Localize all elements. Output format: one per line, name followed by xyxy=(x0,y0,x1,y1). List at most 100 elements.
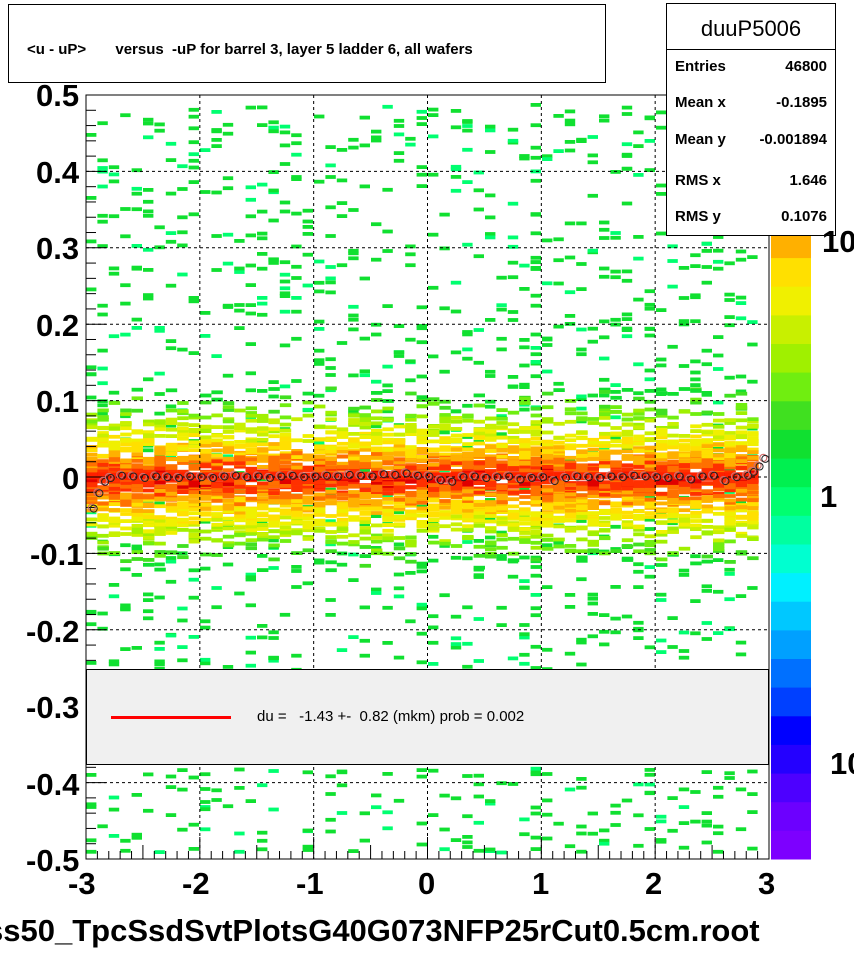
heatmap-cell xyxy=(610,472,622,480)
heatmap-cell xyxy=(428,507,440,512)
heatmap-cell xyxy=(553,258,564,263)
heatmap-cell xyxy=(587,491,599,495)
heatmap-cell xyxy=(348,444,360,449)
heatmap-cell xyxy=(530,406,542,411)
heatmap-cell xyxy=(701,559,713,564)
heatmap-cell xyxy=(211,129,222,134)
heatmap-cell xyxy=(268,535,280,540)
heatmap-cell xyxy=(302,528,314,533)
heatmap-cell xyxy=(542,444,554,449)
heatmap-cell xyxy=(405,469,417,473)
heatmap-cell xyxy=(245,514,257,519)
heatmap-cell xyxy=(393,472,406,480)
heatmap-cell xyxy=(382,418,394,422)
heatmap-cell xyxy=(211,461,223,466)
heatmap-cell xyxy=(245,575,256,580)
heatmap-cell xyxy=(724,472,736,480)
heatmap-cell xyxy=(371,129,382,134)
heatmap-cell xyxy=(359,516,371,521)
heatmap-cell xyxy=(131,439,143,444)
heatmap-cell xyxy=(165,239,177,244)
heatmap-cell xyxy=(291,379,302,383)
heatmap-cell xyxy=(599,828,610,833)
heatmap-cell xyxy=(735,466,748,470)
heatmap-cell xyxy=(86,661,97,665)
heatmap-cell xyxy=(576,526,588,531)
heatmap-cell xyxy=(257,266,268,271)
heatmap-cell xyxy=(371,480,383,485)
heatmap-cell xyxy=(599,377,610,382)
heatmap-cell xyxy=(359,115,370,120)
heatmap-cell xyxy=(690,535,702,540)
heatmap-cell xyxy=(97,533,109,538)
heatmap-cell xyxy=(371,409,383,414)
heatmap-cell xyxy=(656,192,667,196)
heatmap-cell xyxy=(336,562,348,567)
profile-point xyxy=(243,473,252,482)
heatmap-cell xyxy=(143,598,154,602)
heatmap-cell xyxy=(530,422,542,427)
heatmap-cell xyxy=(371,435,383,440)
heatmap-cell xyxy=(633,782,644,787)
heatmap-cell xyxy=(382,440,394,445)
heatmap-cell xyxy=(314,444,326,449)
heatmap-cell xyxy=(188,126,199,131)
heatmap-cell xyxy=(735,550,748,554)
heatmap-cell xyxy=(644,116,655,121)
heatmap-cell xyxy=(359,184,370,189)
heatmap-cell xyxy=(576,463,588,468)
heatmap-cell xyxy=(200,529,212,534)
heatmap-cell xyxy=(485,416,497,421)
heatmap-cell xyxy=(222,482,235,487)
heatmap-cell xyxy=(599,455,611,460)
heatmap-cell xyxy=(371,467,383,471)
heatmap-cell xyxy=(393,497,406,502)
heatmap-cell xyxy=(222,541,235,546)
profile-point xyxy=(311,472,320,481)
heatmap-cell xyxy=(234,484,246,489)
heatmap-cell xyxy=(154,484,166,489)
heatmap-cell xyxy=(177,544,189,548)
heatmap-cell xyxy=(701,621,712,625)
heatmap-cell xyxy=(154,567,166,572)
heatmap-cell xyxy=(314,455,326,459)
heatmap-cell xyxy=(610,516,622,521)
heatmap-cell xyxy=(690,295,701,300)
heatmap-cell xyxy=(450,164,462,169)
heatmap-cell xyxy=(245,510,257,515)
heatmap-cell xyxy=(120,503,132,507)
heatmap-cell xyxy=(257,448,269,453)
heatmap-cell xyxy=(86,531,98,536)
heatmap-cell xyxy=(656,464,668,469)
heatmap-cell xyxy=(599,480,611,485)
heatmap-cell xyxy=(553,451,565,456)
heatmap-cell xyxy=(200,519,211,524)
heatmap-cell xyxy=(530,613,541,618)
heatmap-cell xyxy=(576,502,588,506)
heatmap-cell xyxy=(393,536,406,540)
heatmap-cell xyxy=(393,447,406,452)
heatmap-cell xyxy=(382,437,394,442)
heatmap-cell xyxy=(462,465,474,470)
heatmap-cell xyxy=(633,256,644,261)
heatmap-cell xyxy=(587,443,599,447)
heatmap-cell xyxy=(542,281,553,286)
heatmap-cell xyxy=(222,186,234,191)
heatmap-cell xyxy=(713,367,724,371)
heatmap-cell xyxy=(713,511,725,516)
heatmap-cell xyxy=(245,105,256,110)
heatmap-cell xyxy=(336,527,349,531)
heatmap-cell xyxy=(382,641,393,645)
palette-swatch xyxy=(771,715,811,745)
heatmap-cell xyxy=(462,513,474,518)
heatmap-cell xyxy=(222,425,235,430)
heatmap-cell xyxy=(530,457,542,461)
heatmap-cell xyxy=(462,814,473,819)
heatmap-cell xyxy=(108,496,121,500)
heatmap-cell xyxy=(268,543,280,548)
heatmap-cell xyxy=(690,491,702,496)
heatmap-cell xyxy=(416,842,427,847)
heatmap-cell xyxy=(530,332,541,337)
heatmap-cell xyxy=(154,515,166,519)
heatmap-cell xyxy=(599,482,611,486)
